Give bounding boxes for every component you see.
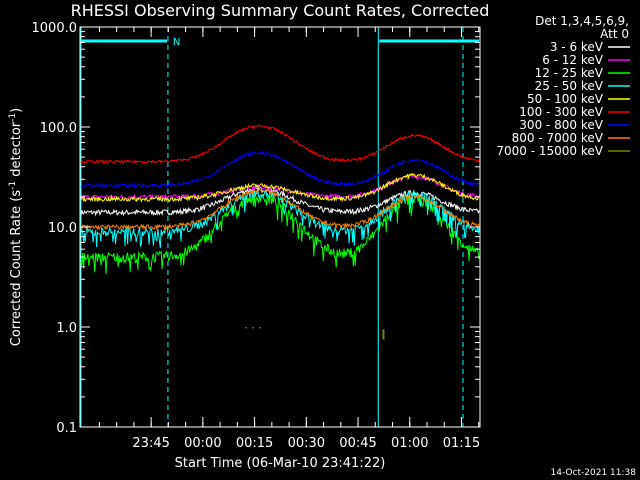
series-line: [80, 150, 480, 189]
series-mark: [259, 327, 261, 329]
x-axis-label: Start Time (06-Mar-10 23:41:22): [175, 456, 386, 471]
series-mark: [245, 327, 248, 329]
night-marker-label: N: [173, 37, 180, 48]
legend-entry-label: 12 - 25 keV: [535, 66, 604, 80]
series-line: [80, 124, 480, 165]
series-lines: [80, 124, 480, 340]
x-tick-label: 01:15: [443, 436, 480, 451]
y-tick-label: 1000.0: [32, 21, 78, 36]
legend-entry-label: 6 - 12 keV: [542, 53, 604, 67]
legend-entry-label: 7000 - 15000 keV: [496, 144, 603, 158]
legend-entry-label: 50 - 100 keV: [527, 92, 604, 106]
y-axis-label-text: Corrected Count Rate (s: [9, 190, 24, 347]
series-line: [80, 172, 480, 203]
y-axis-label-sup2: -1: [8, 113, 18, 122]
legend-entry-label: 25 - 50 keV: [535, 79, 604, 93]
x-tick-label: 01:00: [391, 436, 428, 451]
series-line: [80, 192, 480, 275]
y-tick-label: 10.0: [48, 221, 77, 236]
x-tick-label: 00:15: [236, 436, 273, 451]
y-axis-label: Corrected Count Rate (s-1 detector-1): [8, 108, 24, 346]
x-tick-label: 23:45: [132, 436, 169, 451]
x-tick-label: 00:45: [339, 436, 376, 451]
series-mark: [252, 327, 254, 329]
x-tick-label: 00:00: [184, 436, 221, 451]
chart-title: RHESSI Observing Summary Count Rates, Co…: [71, 1, 490, 20]
y-tick-label: 0.1: [56, 421, 77, 436]
footer-date: 14-Oct-2021 11:38: [551, 468, 637, 478]
y-tick-label: 100.0: [40, 121, 77, 136]
legend-header-line-2: Att 0: [600, 27, 629, 41]
legend-entry-label: 800 - 7000 keV: [512, 131, 604, 145]
legend-entry-label: 3 - 6 keV: [550, 40, 604, 54]
legend-entry-label: 100 - 300 keV: [519, 105, 603, 119]
x-axis: 23:45 00:00 00:15 00:30 00:45 01:00 01:15: [98, 27, 480, 451]
series-line: [80, 187, 480, 231]
y-axis-label-end: ): [9, 108, 24, 113]
y-axis-label-sup: -1: [8, 181, 18, 190]
legend-header-line-1: Det 1,3,4,5,6,9,: [535, 14, 629, 28]
series-line: [80, 188, 480, 249]
legend-entry-label: 300 - 800 keV: [519, 118, 603, 132]
y-axis: 1000.0 100.0 10.0 1.0 0.1: [32, 21, 480, 436]
y-tick-label: 1.0: [56, 321, 77, 336]
y-axis-label-middle: detector: [9, 121, 24, 181]
x-tick-label: 00:30: [288, 436, 325, 451]
